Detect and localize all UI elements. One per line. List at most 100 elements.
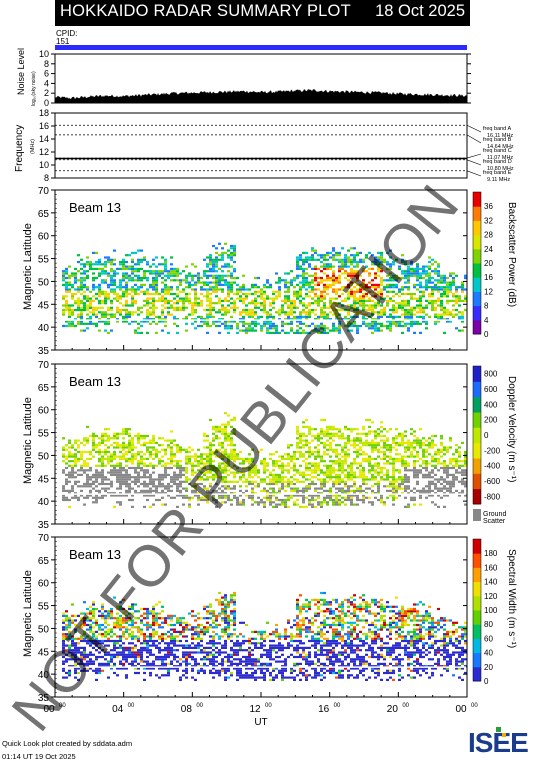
doppler-velocity-cell [302, 453, 305, 456]
backscatter-power-cell [95, 267, 98, 270]
doppler-velocity-cell [446, 487, 449, 490]
backscatter-power-cell [302, 322, 305, 325]
doppler-velocity-cell [269, 471, 272, 474]
backscatter-power-cell [134, 274, 137, 277]
backscatter-power-ytick-label: 70 [38, 186, 50, 197]
doppler-velocity-cell [461, 471, 464, 474]
backscatter-power-cell [209, 274, 212, 277]
doppler-velocity-cell [377, 492, 380, 495]
backscatter-power-cell [128, 304, 131, 307]
backscatter-power-cell [86, 299, 89, 302]
backscatter-power-cell [377, 251, 380, 254]
doppler-velocity-cell [446, 464, 449, 467]
spectral-width-cell [92, 669, 95, 672]
backscatter-power-cell [233, 244, 236, 248]
doppler-velocity-cell [95, 501, 98, 504]
doppler-velocity-cell [242, 462, 245, 465]
backscatter-power-cell [338, 320, 341, 323]
doppler-velocity-cell [119, 455, 122, 458]
doppler-velocity-cell [224, 487, 227, 490]
doppler-velocity-ytick-label: 45 [38, 474, 50, 485]
doppler-velocity-cell [95, 471, 98, 474]
doppler-velocity-cell [98, 441, 101, 444]
backscatter-power-cell [353, 254, 356, 257]
doppler-velocity-cell [440, 444, 443, 447]
spectral-width-cell [104, 662, 107, 665]
backscatter-power-cell [386, 260, 389, 264]
doppler-velocity-cell [107, 471, 110, 474]
backscatter-power-cell [284, 299, 287, 302]
backscatter-power-cell [155, 265, 158, 268]
backscatter-power-cell [161, 263, 164, 266]
backscatter-power-cell [113, 315, 116, 318]
backscatter-power-cell [182, 304, 185, 307]
doppler-velocity-cell [413, 462, 416, 465]
doppler-velocity-cell [254, 469, 257, 472]
doppler-velocity-cell [428, 487, 431, 490]
doppler-velocity-cell [71, 487, 74, 490]
backscatter-power-cell [218, 302, 221, 305]
doppler-velocity-cell [437, 469, 440, 472]
doppler-velocity-cell [365, 492, 368, 495]
doppler-velocity-cell [398, 471, 401, 474]
backscatter-power-cell [119, 283, 122, 286]
doppler-velocity-cell [101, 478, 104, 481]
backscatter-power-cell [284, 318, 287, 321]
backscatter-power-cell [143, 272, 146, 275]
doppler-velocity-cell [365, 441, 368, 444]
backscatter-power-cell [221, 306, 224, 309]
doppler-velocity-colorbar-segment [473, 381, 481, 398]
doppler-velocity-cell [86, 473, 89, 476]
spectral-width-cell [86, 667, 89, 670]
noise-ytick-label: 6 [44, 69, 49, 79]
doppler-velocity-cell [131, 498, 134, 502]
doppler-velocity-cell [215, 492, 218, 495]
doppler-velocity-cell [359, 462, 362, 465]
doppler-velocity-cell [359, 446, 362, 449]
doppler-velocity-cell [197, 464, 200, 467]
doppler-velocity-cell [443, 466, 446, 470]
doppler-velocity-cell [452, 466, 455, 470]
backscatter-power-cell [377, 292, 380, 296]
doppler-velocity-cell [77, 460, 80, 463]
doppler-velocity-cell [464, 453, 467, 456]
backscatter-power-cell [365, 270, 368, 273]
backscatter-power-cell [353, 302, 356, 305]
backscatter-power-cell [362, 313, 365, 316]
doppler-velocity-cell [143, 489, 146, 492]
backscatter-power-cell [236, 324, 239, 328]
backscatter-power-cell [146, 290, 149, 293]
backscatter-power-cell [83, 322, 86, 325]
doppler-velocity-cell [203, 487, 206, 490]
backscatter-power-cell [77, 302, 80, 305]
doppler-velocity-cell [221, 469, 224, 472]
doppler-velocity-cell [341, 466, 344, 470]
doppler-velocity-cell [449, 482, 452, 486]
backscatter-power-cell [401, 292, 404, 296]
backscatter-power-cell [326, 306, 329, 309]
doppler-velocity-cell [101, 469, 104, 472]
doppler-velocity-cell [251, 460, 254, 463]
doppler-velocity-cell [200, 466, 203, 470]
doppler-velocity-cell [68, 455, 71, 458]
doppler-velocity-cell [296, 489, 299, 492]
spectral-width-cell [86, 612, 89, 615]
doppler-velocity-cell [341, 480, 344, 483]
frequency-band-name: freq band D [483, 159, 512, 165]
doppler-velocity-cell [272, 505, 275, 508]
spectral-width-cell [101, 662, 104, 665]
doppler-velocity-cell [194, 464, 197, 467]
doppler-velocity-cell [257, 485, 260, 488]
backscatter-power-cell [389, 283, 392, 286]
backscatter-power-cell [368, 281, 371, 284]
doppler-velocity-cell [311, 496, 314, 499]
doppler-velocity-cell [413, 464, 416, 467]
doppler-velocity-cell [320, 457, 323, 460]
backscatter-power-cell [212, 306, 215, 309]
spectral-width-cell [101, 642, 104, 645]
backscatter-power-cell [239, 320, 242, 323]
doppler-velocity-cell [101, 476, 104, 479]
doppler-velocity-cell [383, 478, 386, 481]
doppler-velocity-cell [89, 492, 92, 495]
doppler-velocity-cell [350, 469, 353, 472]
